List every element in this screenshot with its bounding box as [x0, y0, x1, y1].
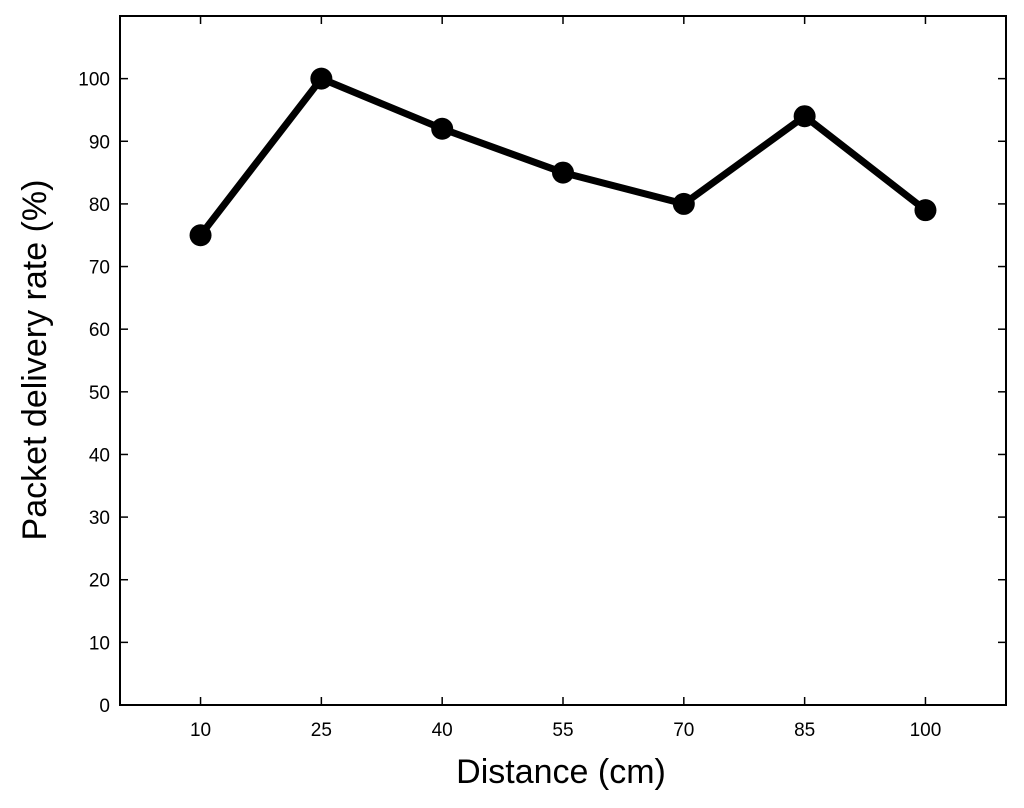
x-tick-label: 100: [910, 720, 942, 741]
y-tick-label: 40: [89, 445, 110, 466]
data-point: [189, 224, 212, 247]
x-tick-label: 10: [190, 720, 211, 741]
y-tick-label: 50: [89, 383, 110, 404]
data-point: [672, 192, 695, 215]
data-point: [914, 199, 937, 222]
y-tick-label: 0: [99, 696, 110, 717]
x-tick-label: 55: [552, 720, 573, 741]
x-tick-label: 25: [311, 720, 332, 741]
y-axis-label: Packet delivery rate (%): [16, 180, 54, 541]
plot-area: [119, 15, 1007, 706]
y-tick-label: 60: [89, 320, 110, 341]
data-point: [310, 67, 333, 90]
y-tick-label: 100: [78, 70, 110, 91]
y-tick-label: 10: [89, 633, 110, 654]
y-tick-label: 90: [89, 132, 110, 153]
y-tick-label: 80: [89, 195, 110, 216]
ticks: [120, 16, 1006, 706]
data-point: [431, 117, 454, 140]
series: [189, 67, 937, 247]
x-tick-label: 40: [432, 720, 453, 741]
data-point: [552, 161, 574, 184]
y-tick-label: 30: [89, 508, 110, 529]
x-axis-label: Distance (cm): [456, 753, 666, 791]
x-tick-label: 85: [794, 720, 815, 741]
y-tick-label: 20: [89, 571, 110, 592]
data-point: [793, 105, 816, 128]
x-tick-label: 70: [673, 720, 694, 741]
y-tick-label: 70: [89, 258, 110, 279]
tick-labels: 0 10 20 30 40 50 60 70 80 90 100 10 25 40 55 70 85 100: [78, 70, 941, 741]
